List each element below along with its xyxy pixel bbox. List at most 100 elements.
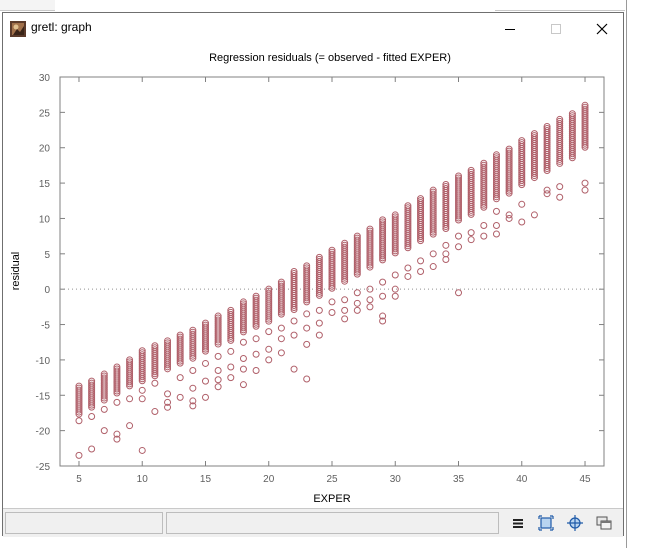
minimize-button[interactable] xyxy=(487,13,533,44)
data-point xyxy=(277,306,285,314)
menu-button[interactable] xyxy=(508,513,528,533)
data-point xyxy=(138,386,146,394)
y-tick-label: -15 xyxy=(36,391,51,402)
data-point xyxy=(138,373,146,381)
background-window-fragment xyxy=(495,0,625,11)
data-point xyxy=(164,363,172,371)
data-point xyxy=(581,186,589,194)
zoom-button[interactable] xyxy=(536,513,556,533)
data-point xyxy=(151,368,159,376)
data-point xyxy=(518,181,526,189)
data-point xyxy=(303,294,311,302)
data-point xyxy=(303,324,311,332)
data-point xyxy=(176,374,184,382)
data-point xyxy=(252,350,260,358)
data-point xyxy=(189,354,197,362)
data-point xyxy=(455,216,463,224)
data-point xyxy=(404,244,412,252)
data-point xyxy=(277,308,285,316)
data-point xyxy=(417,268,425,275)
data-point xyxy=(214,383,222,391)
crosshair-button[interactable] xyxy=(565,513,585,533)
data-point xyxy=(391,249,399,257)
data-point xyxy=(290,304,298,311)
window-title: gretl: graph xyxy=(31,20,92,34)
y-tick-label: -5 xyxy=(41,321,50,332)
data-point xyxy=(265,328,273,336)
data-point xyxy=(201,377,209,385)
data-point xyxy=(379,278,387,286)
data-point xyxy=(467,236,475,244)
data-point xyxy=(518,218,526,226)
data-point xyxy=(252,320,260,328)
data-point xyxy=(113,389,121,397)
data-point xyxy=(353,306,361,314)
x-tick-labels: 5 10 15 20 25 30 35 40 45 xyxy=(76,474,591,485)
minimize-icon xyxy=(505,28,515,30)
data-point xyxy=(543,190,551,198)
data-point xyxy=(353,268,361,276)
data-point xyxy=(404,272,412,280)
windows-button[interactable] xyxy=(594,513,614,533)
data-point xyxy=(290,302,298,309)
data-point xyxy=(214,376,222,384)
data-point xyxy=(530,170,538,178)
data-point xyxy=(75,417,83,425)
x-tick-label: 40 xyxy=(516,474,528,485)
y-axis-label: residual xyxy=(10,252,22,291)
close-button[interactable] xyxy=(579,13,625,44)
x-tick-label: 45 xyxy=(579,474,591,485)
data-point xyxy=(568,152,576,160)
data-point xyxy=(341,306,349,314)
data-point xyxy=(290,365,298,373)
data-point xyxy=(505,189,513,197)
background-window-edge xyxy=(626,0,627,548)
x-tick-label: 10 xyxy=(137,474,149,485)
data-point xyxy=(88,399,96,407)
data-point xyxy=(265,313,273,321)
data-point xyxy=(391,247,399,255)
data-point xyxy=(366,261,374,269)
data-point xyxy=(265,317,273,325)
data-point xyxy=(239,338,247,346)
data-point xyxy=(480,222,488,230)
data-point xyxy=(379,292,387,300)
data-point xyxy=(404,264,412,272)
data-point xyxy=(480,201,488,209)
status-bar xyxy=(3,508,623,537)
data-point xyxy=(492,195,500,203)
data-point xyxy=(201,393,209,401)
data-point xyxy=(88,412,96,420)
data-point xyxy=(151,370,159,378)
y-tick-label: -25 xyxy=(36,462,51,473)
data-point xyxy=(265,345,273,353)
title-bar[interactable]: gretl: graph xyxy=(3,13,623,44)
data-point xyxy=(391,292,399,300)
data-point xyxy=(530,172,538,180)
data-point xyxy=(328,298,336,306)
data-point xyxy=(164,398,172,406)
data-point xyxy=(492,207,500,215)
data-point xyxy=(88,403,96,411)
data-point xyxy=(341,315,349,323)
y-tick-label: 5 xyxy=(44,250,50,261)
data-point xyxy=(189,367,197,375)
data-point xyxy=(303,375,311,383)
data-point xyxy=(113,387,121,395)
data-point xyxy=(341,273,349,281)
maximize-button[interactable] xyxy=(533,13,579,44)
data-point xyxy=(429,250,437,258)
y-tick-label: 15 xyxy=(39,179,51,190)
data-point xyxy=(467,229,475,237)
x-tick-label: 20 xyxy=(263,474,275,485)
menu-icon xyxy=(513,519,523,528)
data-point xyxy=(151,408,159,416)
data-point xyxy=(214,338,222,346)
data-point xyxy=(239,328,247,336)
y-tick-label: 0 xyxy=(44,285,50,296)
data-point xyxy=(138,446,146,454)
data-point xyxy=(214,367,222,375)
data-point xyxy=(176,359,184,367)
y-tick-label: -20 xyxy=(36,427,51,438)
data-point xyxy=(391,285,399,293)
